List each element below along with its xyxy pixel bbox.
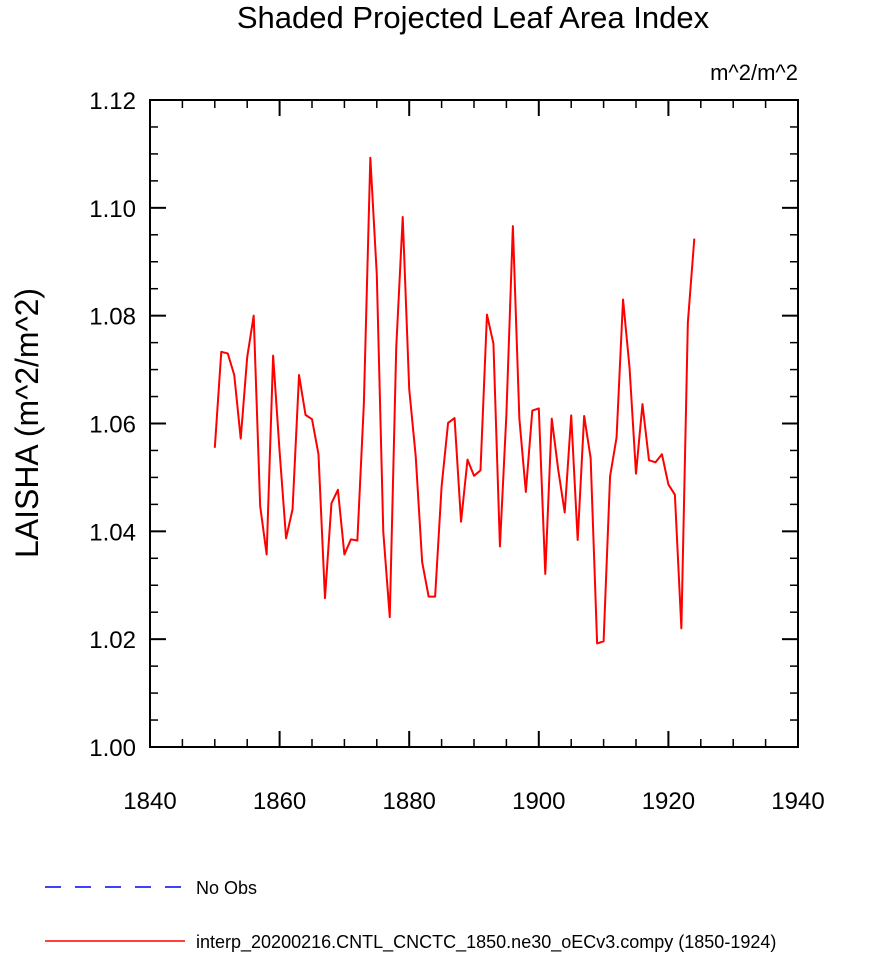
y-tick-label: 1.00: [89, 735, 136, 762]
y-axis-label: LAISHA (m^2/m^2): [9, 288, 45, 558]
x-tick-label: 1920: [642, 788, 695, 815]
x-tick-label: 1940: [771, 788, 824, 815]
units-label: m^2/m^2: [710, 60, 798, 85]
y-tick-label: 1.10: [89, 196, 136, 223]
legend-label-no-obs: No Obs: [196, 878, 257, 898]
x-tick-label: 1880: [383, 788, 436, 815]
legend-label-model: interp_20200216.CNTL_CNCTC_1850.ne30_oEC…: [196, 932, 776, 953]
x-tick-label: 1840: [123, 788, 176, 815]
x-tick-label: 1900: [512, 788, 565, 815]
y-tick-label: 1.08: [89, 304, 136, 331]
plot-frame: [149, 99, 799, 748]
y-tick-label: 1.06: [89, 412, 136, 439]
legend: No Obs interp_20200216.CNTL_CNCTC_1850.n…: [45, 878, 776, 953]
tick-labels: 1840 1860 1880 1900 1920 1940 1.00 1.02 1.04 1.06…: [89, 88, 824, 815]
axis-ticks: [149, 99, 799, 748]
series-line: [213, 156, 696, 645]
plot-series: [213, 156, 696, 645]
y-tick-label: 1.12: [89, 88, 136, 115]
y-tick-label: 1.04: [89, 519, 136, 546]
chart-title: Shaded Projected Leaf Area Index: [237, 0, 710, 35]
x-tick-label: 1860: [253, 788, 306, 815]
y-tick-label: 1.02: [89, 627, 136, 654]
